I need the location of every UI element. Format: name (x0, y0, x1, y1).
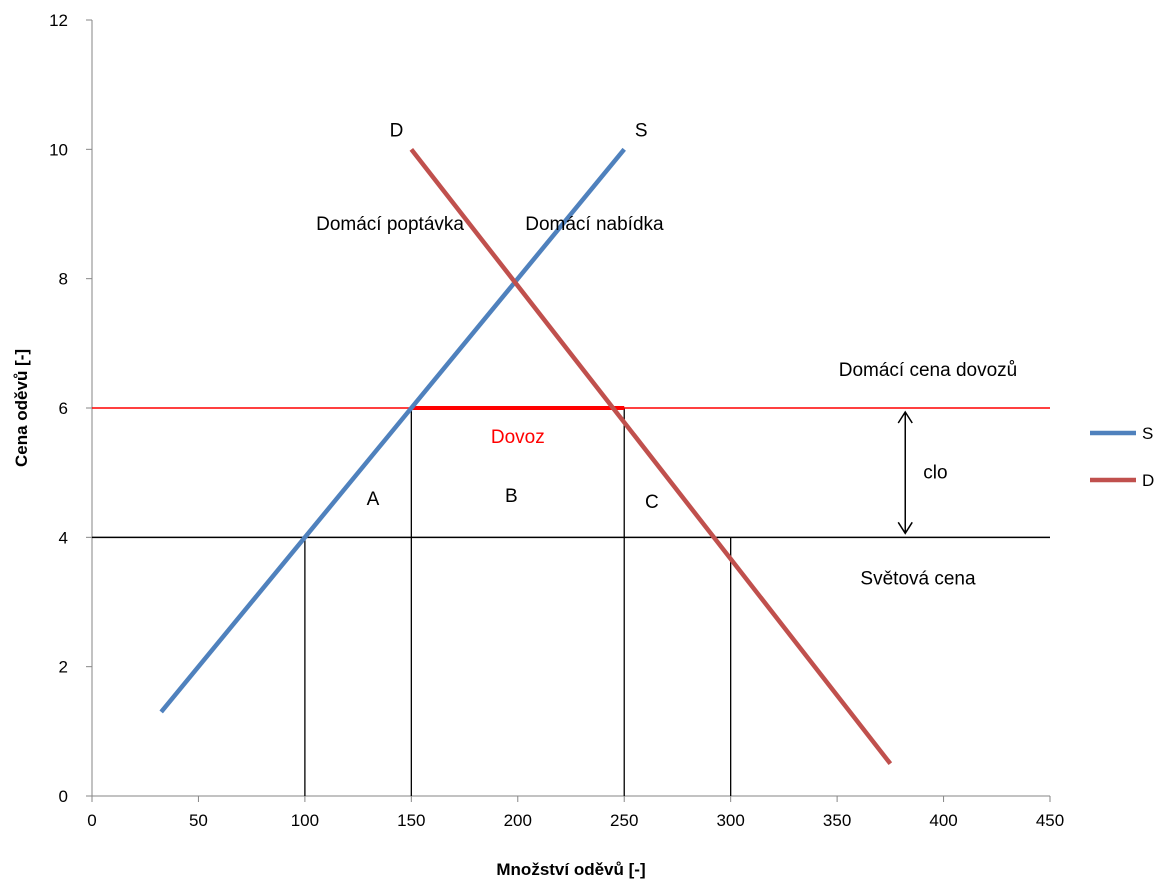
import-label: Dovoz (491, 427, 545, 448)
y-tick-label: 10 (49, 140, 68, 159)
reference-line-label: Světová cena (860, 568, 976, 589)
y-tick-label: 0 (59, 787, 68, 806)
tariff-label: clo (923, 463, 947, 484)
x-tick-label: 100 (291, 811, 319, 830)
x-tick-label: 300 (716, 811, 744, 830)
y-axis-title: Cena oděvů [-] (12, 349, 31, 467)
annotation: D (390, 120, 404, 141)
x-tick-label: 350 (823, 811, 851, 830)
legend-label-S: S (1142, 424, 1153, 443)
plot-area: 0 2 4 6 8 10 12 0 50 100 150 200 250 300 350 400 450 Množ… (12, 11, 1064, 879)
x-tick-label: 50 (189, 811, 208, 830)
x-axis-title: Množství oděvů [-] (496, 860, 645, 879)
legend-label-D: D (1142, 471, 1154, 490)
x-tick-label: 200 (504, 811, 532, 830)
y-tick-label: 6 (59, 399, 68, 418)
annotation: C (645, 492, 659, 513)
series-line-S (159, 147, 626, 714)
annotation: S (635, 120, 648, 141)
x-tick-label: 450 (1036, 811, 1064, 830)
y-tick-label: 8 (59, 270, 68, 289)
y-tick-label: 2 (59, 658, 68, 677)
annotation: Domácí poptávka (316, 214, 464, 235)
x-tick-label: 250 (610, 811, 638, 830)
y-tick-label: 12 (49, 11, 68, 30)
annotation: A (367, 489, 380, 510)
x-tick-label: 400 (929, 811, 957, 830)
series-line-D (409, 147, 893, 766)
annotation: B (505, 486, 518, 507)
y-tick-label: 4 (59, 528, 68, 547)
legend: SD (1090, 424, 1154, 490)
tariff-arrow-head-up (897, 410, 913, 424)
reference-line-label: Domácí cena dovozů (839, 360, 1018, 381)
tariff-arrow-head-down (897, 521, 913, 535)
x-tick-label: 0 (87, 811, 96, 830)
x-tick-label: 150 (397, 811, 425, 830)
annotation: Domácí nabídka (525, 214, 664, 235)
